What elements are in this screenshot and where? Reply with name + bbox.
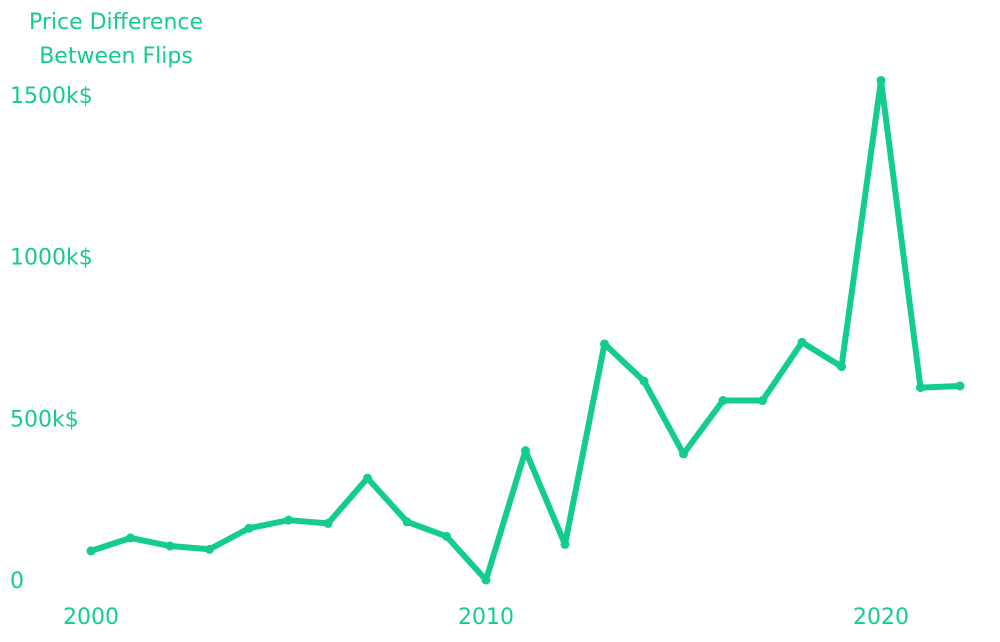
series-line	[88, 77, 963, 583]
x-axis-ticks: 2000 2010 2020	[63, 605, 909, 630]
data-point	[560, 539, 570, 549]
data-point	[797, 337, 807, 347]
y-tick-label: 1500k$	[10, 84, 93, 109]
y-axis-ticks: 0 500k$ 1000k$ 1500k$	[10, 84, 93, 594]
data-point	[718, 396, 728, 406]
chart-title-line-1: Price Difference	[28, 10, 204, 35]
data-point	[837, 362, 846, 372]
data-point	[955, 381, 965, 391]
data-point	[600, 339, 609, 349]
y-tick-label: 0	[10, 569, 24, 594]
data-point	[402, 517, 412, 527]
data-point	[521, 446, 530, 456]
series-layer	[86, 75, 965, 585]
data-point	[363, 473, 372, 483]
data-point	[244, 523, 254, 533]
data-point	[481, 575, 491, 585]
data-point	[126, 533, 135, 543]
data-point	[916, 383, 925, 393]
data-point	[679, 449, 688, 459]
data-point	[876, 75, 886, 85]
data-point	[284, 515, 293, 525]
chart-title: Price Difference Between Flips	[16, 6, 216, 74]
y-tick-label: 500k$	[10, 407, 79, 432]
data-point	[639, 376, 649, 386]
data-point	[205, 544, 214, 554]
data-point	[758, 396, 767, 406]
y-tick-label: 1000k$	[10, 246, 93, 271]
data-point	[86, 546, 96, 556]
x-tick-label: 2020	[853, 605, 909, 630]
x-tick-label: 2010	[458, 605, 514, 630]
x-tick-label: 2000	[63, 605, 119, 630]
data-point	[323, 518, 333, 528]
data-point	[165, 541, 175, 551]
data-point	[442, 531, 451, 541]
chart-title-line-2: Between Flips	[39, 44, 193, 69]
